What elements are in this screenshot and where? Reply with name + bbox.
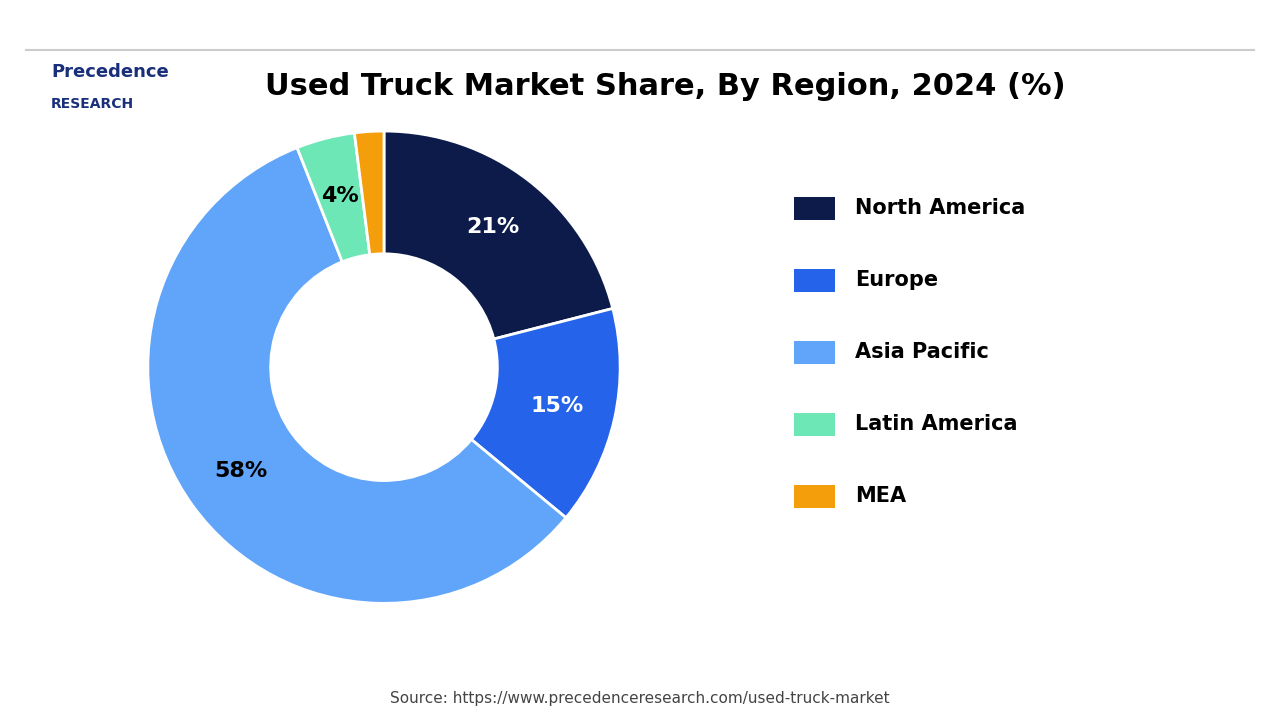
Text: Used Truck Market Share, By Region, 2024 (%): Used Truck Market Share, By Region, 2024…	[265, 72, 1066, 101]
Wedge shape	[148, 148, 566, 603]
Text: Europe: Europe	[855, 270, 938, 290]
Text: Source: https://www.precedenceresearch.com/used-truck-market: Source: https://www.precedenceresearch.c…	[390, 691, 890, 706]
Text: 15%: 15%	[530, 396, 584, 416]
Text: Latin America: Latin America	[855, 414, 1018, 434]
Text: Asia Pacific: Asia Pacific	[855, 342, 989, 362]
Text: 21%: 21%	[466, 217, 520, 238]
Text: 4%: 4%	[321, 186, 358, 206]
Text: MEA: MEA	[855, 486, 906, 506]
Wedge shape	[471, 308, 620, 518]
Text: 58%: 58%	[214, 462, 268, 481]
Wedge shape	[297, 133, 370, 262]
Wedge shape	[384, 131, 613, 339]
Text: RESEARCH: RESEARCH	[51, 97, 134, 112]
Wedge shape	[355, 131, 384, 255]
Text: Precedence: Precedence	[51, 63, 169, 81]
Text: North America: North America	[855, 198, 1025, 218]
